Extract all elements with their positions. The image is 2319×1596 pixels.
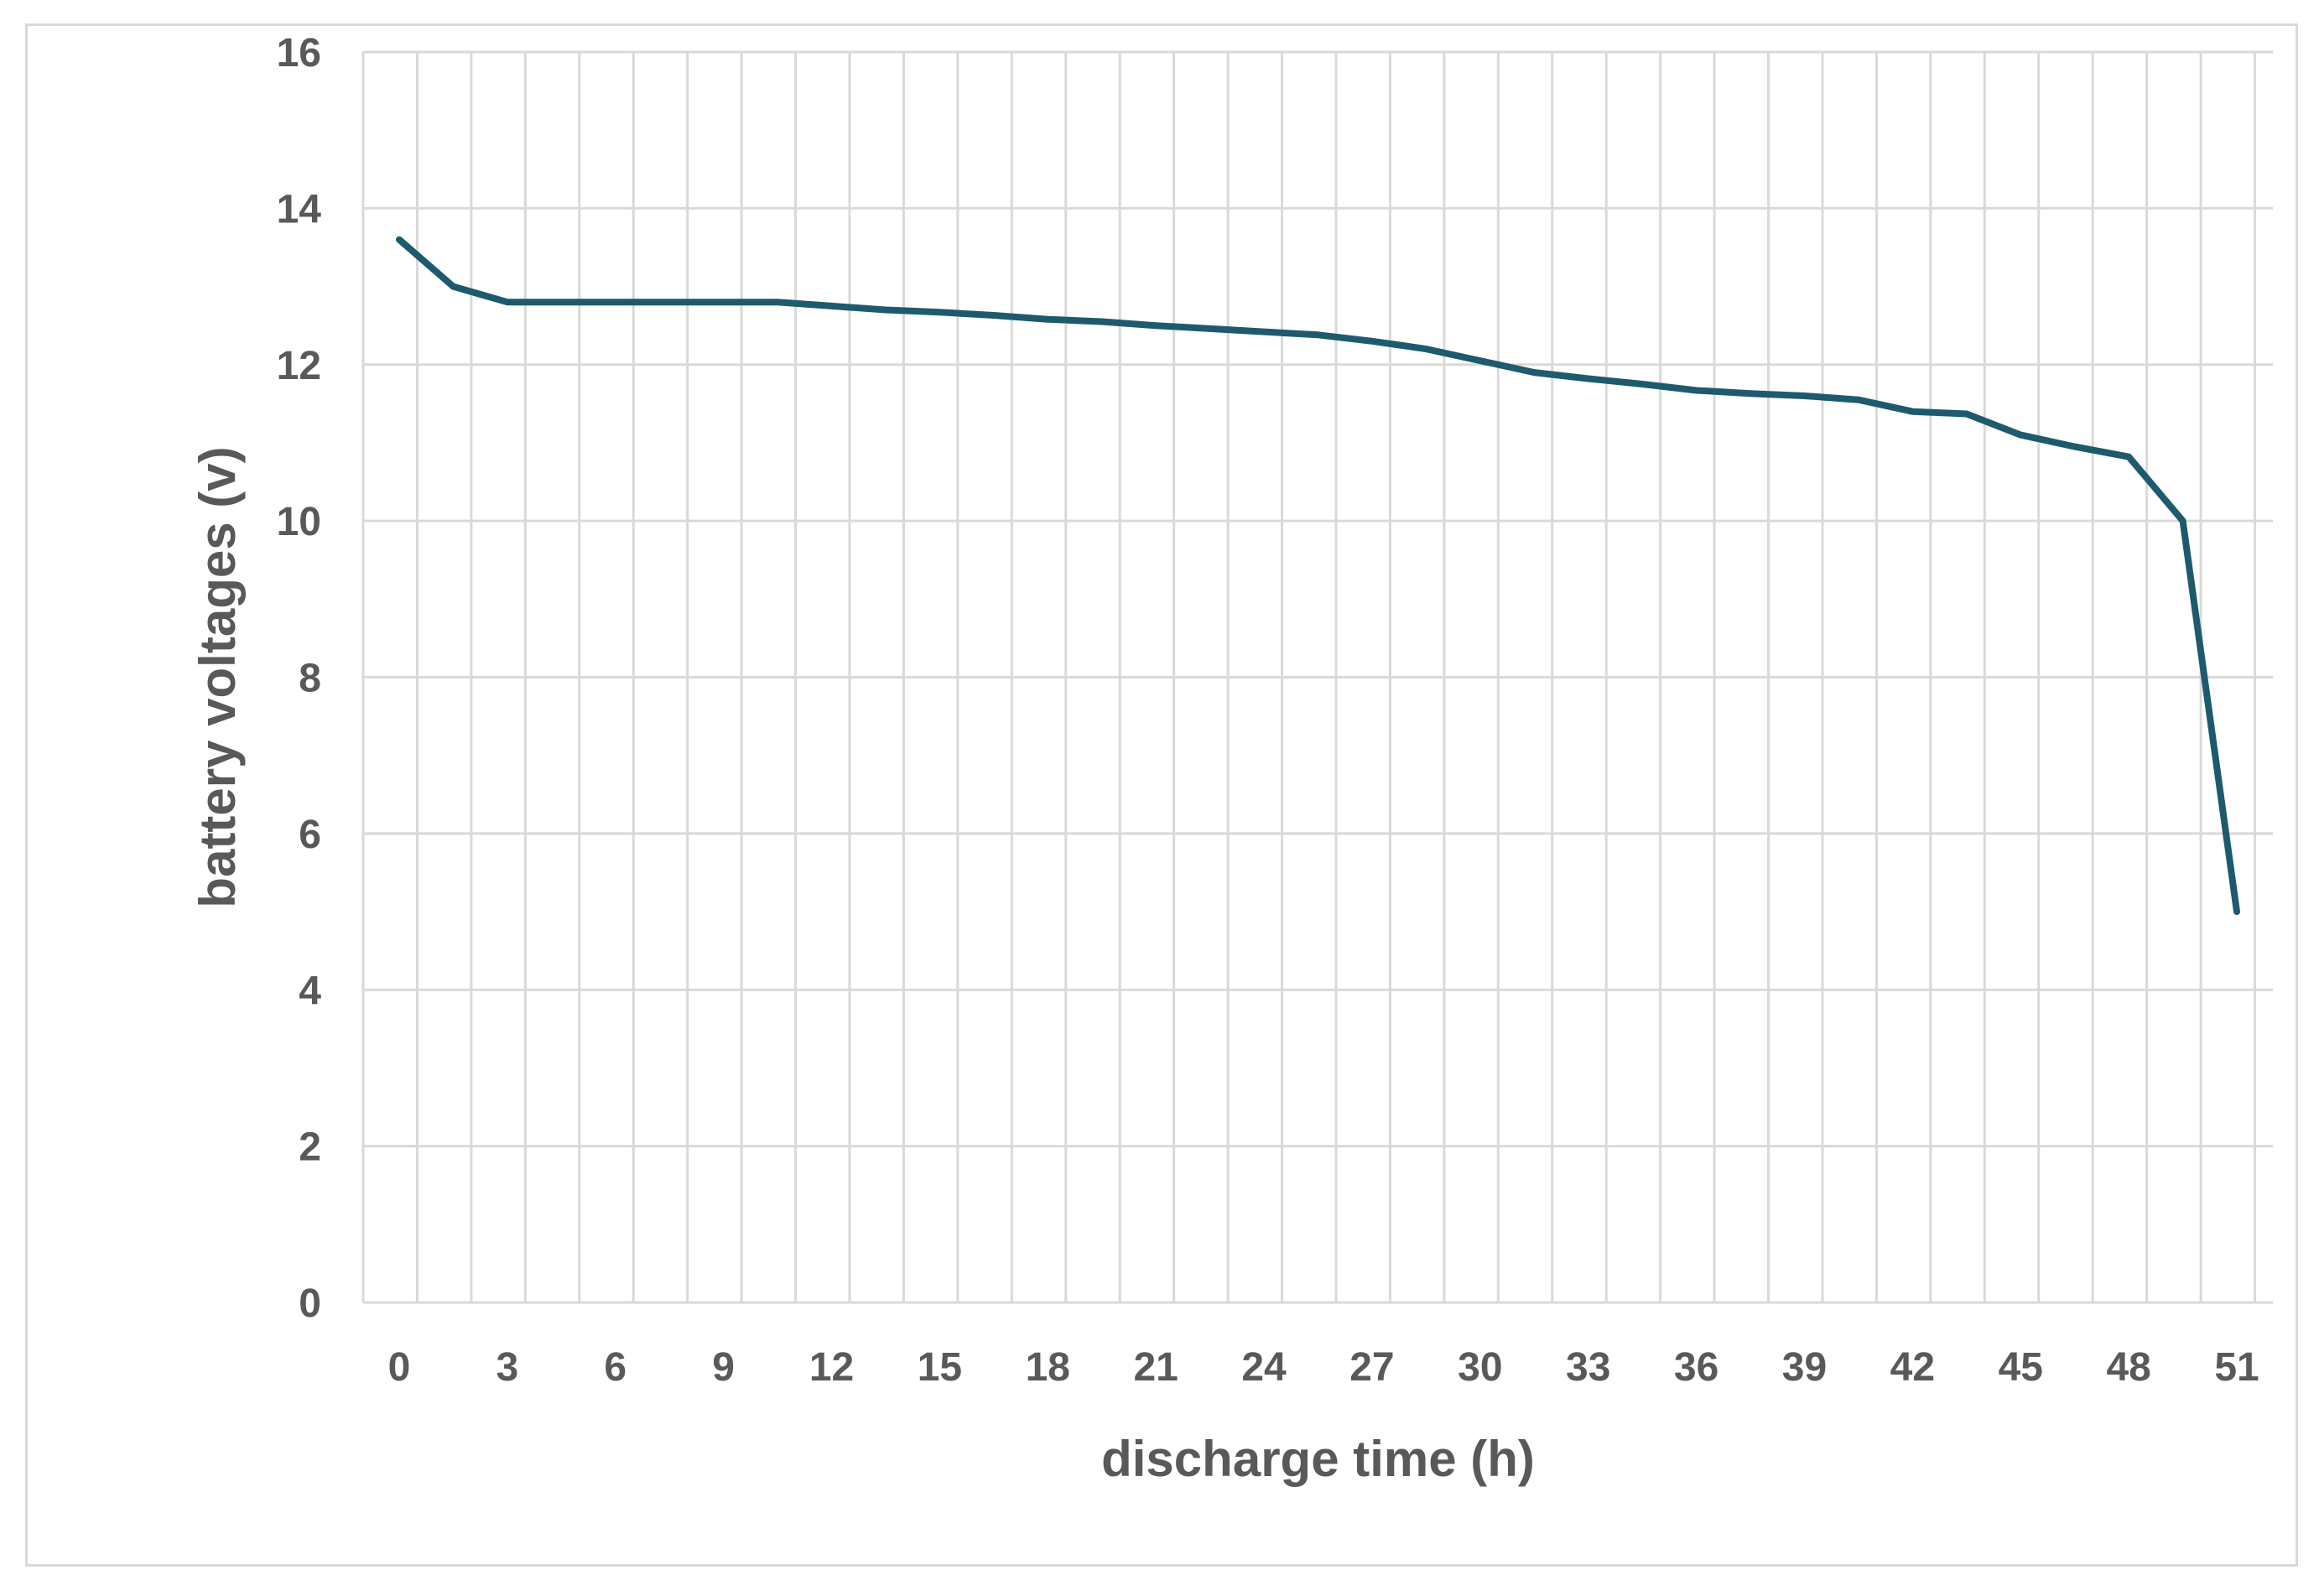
x-tick-label: 33 bbox=[1566, 1345, 1610, 1390]
x-tick-label: 9 bbox=[712, 1345, 735, 1390]
y-tick-label: 14 bbox=[277, 187, 322, 231]
x-tick-label: 42 bbox=[1890, 1345, 1935, 1390]
x-tick-label: 15 bbox=[918, 1345, 962, 1390]
y-tick-label: 12 bbox=[277, 344, 321, 388]
y-tick-label: 8 bbox=[299, 657, 321, 701]
x-tick-label: 51 bbox=[2214, 1345, 2259, 1390]
series-line-0 bbox=[396, 236, 2240, 916]
y-tick-label: 2 bbox=[299, 1126, 321, 1170]
x-tick-label: 18 bbox=[1026, 1345, 1070, 1390]
y-tick-label: 0 bbox=[299, 1281, 321, 1326]
y-tick-label: 4 bbox=[299, 969, 321, 1013]
chart-frame bbox=[25, 23, 2298, 1567]
y-axis-tick-labels: 0 2 4 6 8 10 12 14 16 bbox=[277, 31, 322, 1326]
x-tick-label: 39 bbox=[1782, 1345, 1827, 1390]
x-tick-label: 27 bbox=[1349, 1345, 1394, 1390]
x-tick-label: 30 bbox=[1458, 1345, 1502, 1390]
y-tick-label: 10 bbox=[277, 500, 321, 544]
x-tick-label: 36 bbox=[1674, 1345, 1718, 1390]
x-tick-label: 45 bbox=[1999, 1345, 2043, 1390]
x-axis-tick-labels: 0 3 6 9 12 15 18 21 24 27 30 33 36 39 42 45 48 51 bbox=[388, 1345, 2259, 1390]
y-tick-label: 16 bbox=[277, 31, 321, 75]
x-tick-label: 24 bbox=[1241, 1345, 1287, 1390]
x-axis-title: discharge time (h) bbox=[1101, 1431, 1535, 1487]
y-tick-label: 6 bbox=[299, 813, 321, 857]
x-tick-label: 21 bbox=[1133, 1345, 1178, 1390]
series-layer bbox=[396, 236, 2240, 916]
x-tick-label: 0 bbox=[388, 1345, 411, 1390]
x-tick-label: 3 bbox=[496, 1345, 518, 1390]
y-axis-title: battery voltages (v) bbox=[190, 446, 246, 907]
gridlines bbox=[361, 50, 2273, 1304]
x-tick-label: 6 bbox=[604, 1345, 627, 1390]
x-tick-label: 12 bbox=[809, 1345, 854, 1390]
x-tick-label: 48 bbox=[2106, 1345, 2150, 1390]
